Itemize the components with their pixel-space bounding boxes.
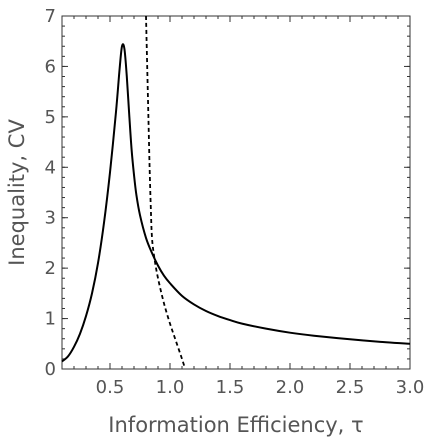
y-tick-label: 3 <box>45 208 56 229</box>
plot-frame <box>61 15 411 370</box>
x-tick-label: 1.5 <box>216 377 245 398</box>
y-tick-label: 0 <box>45 359 56 380</box>
x-axis-title: Information Efficiency, τ <box>108 413 363 437</box>
y-tick-label: 5 <box>45 107 56 128</box>
x-axis-ticks: 0.5 1.0 1.5 2.0 2.5 3.0 <box>61 16 425 398</box>
y-tick-label: 4 <box>45 157 56 178</box>
y-axis-ticks: 0 1 2 3 4 5 6 7 <box>45 6 410 380</box>
x-tick-label: 1.0 <box>156 377 185 398</box>
series-lines <box>61 15 411 367</box>
x-tick-label: 0.5 <box>96 377 125 398</box>
y-tick-label: 7 <box>45 6 56 27</box>
solid-series-line <box>61 43 411 363</box>
dashed-series-line <box>145 15 186 367</box>
x-tick-label: 2.5 <box>336 377 365 398</box>
x-tick-label: 3.0 <box>396 377 425 398</box>
y-tick-label: 1 <box>45 309 56 330</box>
x-tick-label: 2.0 <box>276 377 305 398</box>
y-tick-label: 2 <box>45 258 56 279</box>
y-axis-title: Inequality, CV <box>5 119 29 266</box>
y-tick-label: 6 <box>45 56 56 77</box>
